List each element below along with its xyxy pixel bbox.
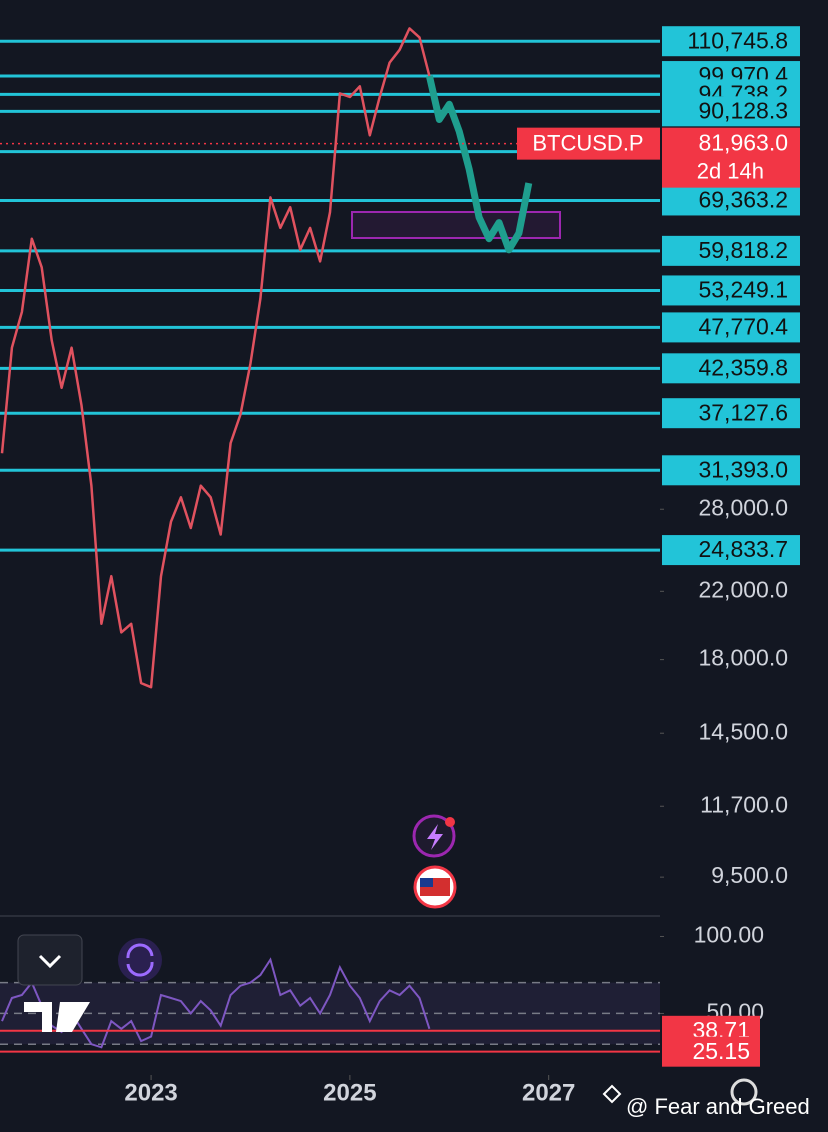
level-label: 110,745.8: [687, 27, 788, 53]
level-label: 90,128.3: [698, 97, 788, 123]
price-label: 81,963.0: [698, 130, 788, 156]
logo: [24, 1002, 90, 1032]
level-label-box: [662, 312, 800, 343]
level-label-box: [662, 185, 800, 216]
level-label-box: [662, 353, 800, 384]
y-tick-label: 11,700.0: [700, 791, 788, 817]
rsi-marker-label: 25.15: [692, 1038, 750, 1064]
price-line: [425, 75, 533, 254]
level-label: 47,770.4: [698, 313, 788, 339]
x-tick-label: 2025: [323, 1079, 376, 1106]
rsi-marker-box: [662, 1036, 760, 1067]
x-tick-label: 2027: [522, 1079, 575, 1106]
chevron-icon: [38, 954, 62, 969]
countdown-label: 2d 14h: [697, 158, 764, 183]
symbol-box: [517, 127, 660, 160]
price-line: [0, 27, 431, 689]
watermark: @ Fear and Greed: [626, 1094, 810, 1119]
y-tick-label: 18,000.0: [698, 645, 788, 671]
level-label-box: [662, 398, 800, 429]
level-label: 37,127.6: [698, 399, 788, 425]
refresh-button[interactable]: [118, 938, 162, 982]
rsi-tick-label: 100.00: [694, 922, 764, 948]
flag-canton: [420, 878, 433, 887]
level-label-box: [662, 26, 800, 57]
symbol-label: BTCUSD.P: [532, 130, 643, 155]
y-tick-label: 9,500.0: [711, 862, 788, 888]
refresh-icon: [126, 943, 154, 977]
lightning-glyph: [427, 824, 443, 850]
level-label: 24,833.7: [698, 536, 788, 562]
price-box: [662, 127, 800, 188]
y-tick-label: 28,000.0: [698, 494, 788, 520]
notification-dot: [445, 817, 455, 827]
collapse-button[interactable]: [17, 934, 83, 986]
level-label: 69,363.2: [698, 187, 788, 213]
level-label-box: [662, 235, 800, 266]
level-label-box: [662, 96, 800, 127]
level-label-box: [662, 455, 800, 486]
watermark-logo: [602, 1084, 622, 1104]
level-label: 53,249.1: [698, 277, 788, 303]
level-label-box: [662, 275, 800, 306]
zone-box: [351, 211, 561, 239]
settings-icon[interactable]: [730, 1078, 758, 1106]
level-label: 59,818.2: [698, 237, 788, 263]
level-label: 31,393.0: [698, 456, 788, 482]
y-tick-label: 22,000.0: [698, 576, 788, 602]
level-label-box: [662, 535, 800, 566]
x-tick-label: 2023: [124, 1079, 177, 1106]
level-label: 42,359.8: [698, 354, 788, 380]
y-tick-label: 14,500.0: [698, 718, 788, 744]
